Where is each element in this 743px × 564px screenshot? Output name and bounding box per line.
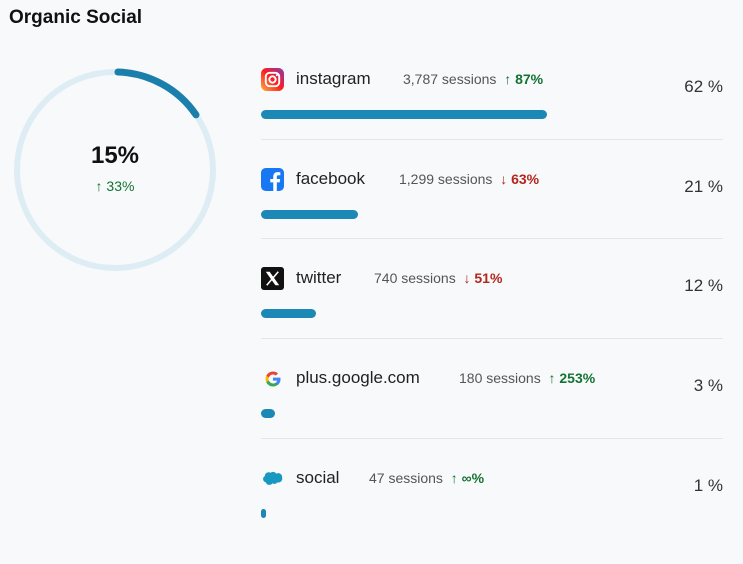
- google-icon: [261, 367, 284, 390]
- row-divider: [261, 338, 723, 340]
- ring-value: 15%: [90, 142, 140, 169]
- trend-delta: ↓ 51%: [463, 270, 503, 287]
- share-bar: [261, 110, 548, 119]
- share-bar: [261, 409, 275, 419]
- share-bar: [261, 209, 359, 219]
- ring-delta: ↑ 33%: [95, 178, 135, 194]
- session-count: 1,299 sessions: [399, 170, 493, 187]
- share-percent: 3 %: [693, 376, 723, 396]
- source-row-facebook[interactable]: facebook 1,299 sessions ↓ 63% 21 %: [261, 165, 723, 265]
- instagram-icon: [261, 68, 284, 91]
- section-title: Organic Social: [9, 7, 143, 28]
- share-percent: 62 %: [684, 77, 723, 96]
- source-meta: 3,787 sessions ↑ 87%: [403, 71, 543, 87]
- share-percent: 1 %: [693, 475, 723, 495]
- row-divider: [261, 437, 723, 439]
- source-name[interactable]: plus.google.com: [296, 368, 420, 388]
- share-bar: [261, 309, 317, 319]
- source-name[interactable]: twitter: [296, 268, 342, 288]
- row-divider: [261, 238, 723, 240]
- session-count: 47 sessions: [369, 469, 443, 486]
- source-row-instagram[interactable]: instagram 3,787 sessions ↑ 87% 62 %: [261, 65, 723, 165]
- x-twitter-icon: [261, 267, 284, 291]
- ring-progress-arc: [114, 68, 200, 119]
- trend-delta: ↓ 63%: [500, 170, 540, 187]
- salesforce-cloud-icon: [261, 467, 284, 490]
- trend-delta: ↑ 253%: [548, 370, 596, 387]
- row-divider: [261, 138, 723, 140]
- trend-delta: ↑ 87%: [504, 71, 544, 87]
- trend-delta: ↑ ∞%: [450, 469, 485, 486]
- source-meta: 1,299 sessions ↓ 63%: [399, 171, 539, 187]
- share-ring-chart: [14, 68, 216, 271]
- facebook-icon: [261, 167, 284, 191]
- session-count: 3,787 sessions: [403, 71, 497, 87]
- source-meta: 740 sessions ↓ 51%: [374, 270, 502, 286]
- share-percent: 12 %: [684, 276, 723, 296]
- source-row-plus-google-com[interactable]: plus.google.com 180 sessions ↑ 253% 3 %: [261, 364, 723, 464]
- source-row-twitter[interactable]: twitter 740 sessions ↓ 51% 12 %: [261, 264, 723, 364]
- source-name[interactable]: instagram: [296, 69, 371, 88]
- source-meta: 47 sessions ↑ ∞%: [369, 470, 484, 486]
- source-row-social[interactable]: social 47 sessions ↑ ∞% 1 %: [261, 464, 723, 564]
- session-count: 740 sessions: [374, 270, 456, 287]
- source-name[interactable]: facebook: [296, 168, 365, 188]
- share-bar: [261, 508, 266, 518]
- source-name[interactable]: social: [296, 467, 340, 487]
- share-percent: 21 %: [684, 176, 723, 196]
- source-meta: 180 sessions ↑ 253%: [459, 370, 595, 386]
- session-count: 180 sessions: [459, 370, 541, 387]
